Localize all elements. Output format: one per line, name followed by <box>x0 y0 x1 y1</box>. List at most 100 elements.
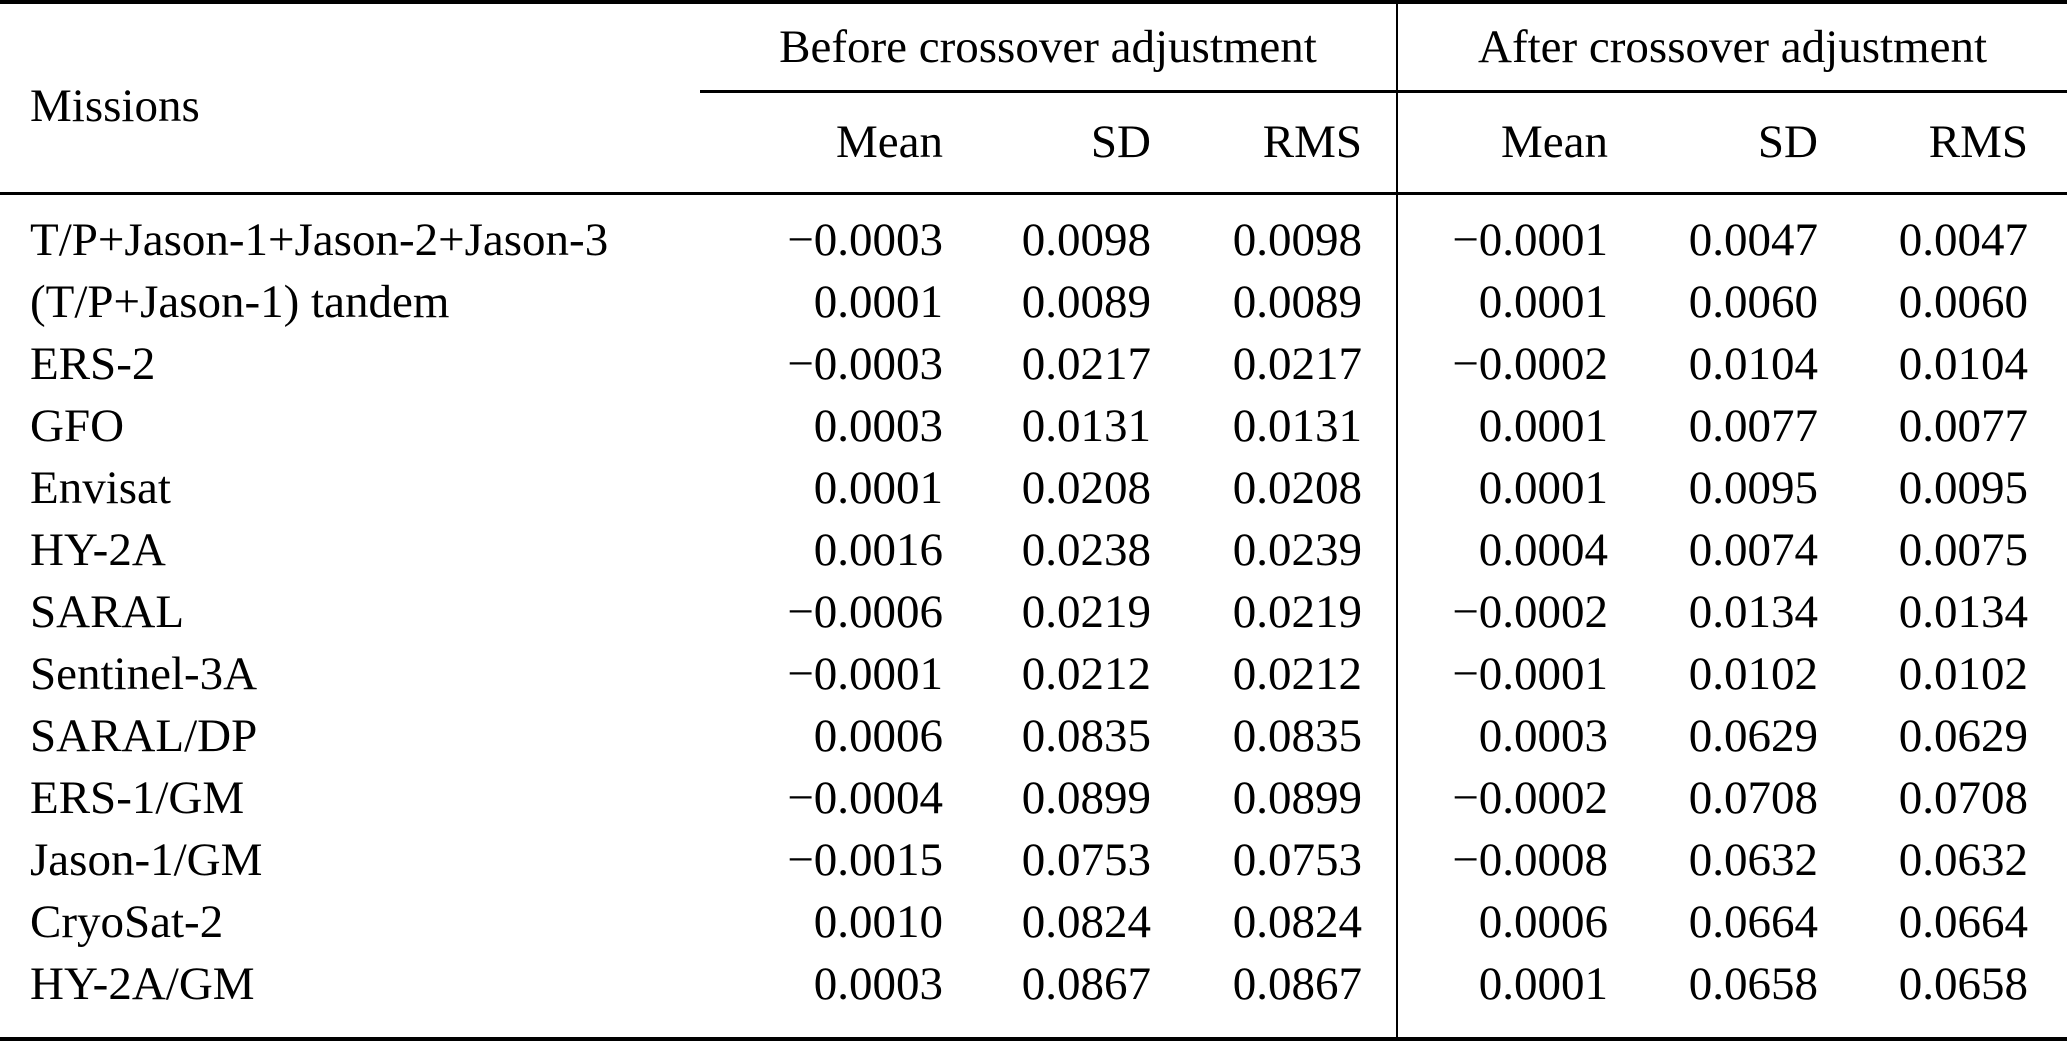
mission-name: ERS-1/GM <box>30 772 245 824</box>
before-sd-value: 0.0753 <box>1021 834 1151 886</box>
after-mean-value: 0.0003 <box>1396 705 1608 767</box>
before-mean-value: 0.0006 <box>813 710 943 762</box>
after-rms-value: 0.0060 <box>1898 276 2029 328</box>
before-mean-value: −0.0004 <box>787 772 943 824</box>
after-mean-value: 0.0004 <box>1396 519 1608 581</box>
before-sd-value: 0.0212 <box>1021 648 1151 700</box>
after-sd-value: 0.0104 <box>1688 338 1818 390</box>
after-rms-value: 0.0134 <box>1898 586 2029 638</box>
before-sd-value: 0.0208 <box>1021 462 1151 514</box>
before-mean-value: −0.0015 <box>787 834 943 886</box>
after-rms-value: 0.0047 <box>1898 214 2029 266</box>
before-mean-value: −0.0003 <box>787 338 943 390</box>
mission-name: SARAL/DP <box>30 710 258 762</box>
before-mean-value: −0.0006 <box>787 586 943 638</box>
table-body: T/P+Jason-1+Jason-2+Jason-3 −0.0003 0.00… <box>0 193 2067 1039</box>
after-rms-value: 0.0104 <box>1898 338 2029 390</box>
after-rms-value: 0.0708 <box>1898 772 2029 824</box>
after-mean-value: 0.0001 <box>1396 395 1608 457</box>
mission-name: GFO <box>30 400 125 452</box>
before-rms-value: 0.0089 <box>1232 276 1362 328</box>
table-row: ERS-1/GM −0.0004 0.0899 0.0899 −0.0002 0… <box>0 767 2067 829</box>
before-sd-value: 0.0867 <box>1021 958 1151 1010</box>
after-sd-value: 0.0632 <box>1688 834 1818 886</box>
before-sd-value: 0.0098 <box>1021 214 1151 266</box>
before-sd-value: 0.0217 <box>1021 338 1151 390</box>
column-header-missions: Missions <box>0 2 700 195</box>
table-row: ERS-2 −0.0003 0.0217 0.0217 −0.0002 0.01… <box>0 333 2067 395</box>
mission-name: Jason-1/GM <box>30 834 263 886</box>
table-row: SARAL −0.0006 0.0219 0.0219 −0.0002 0.01… <box>0 581 2067 643</box>
after-mean-value: 0.0001 <box>1396 457 1608 519</box>
table-header: Missions Before crossover adjustment Aft… <box>0 2 2067 195</box>
after-sd-value: 0.0102 <box>1688 648 1818 700</box>
column-group-before-adjustment: Before crossover adjustment <box>700 2 1397 93</box>
after-rms-value: 0.0075 <box>1898 524 2029 576</box>
table-row: (T/P+Jason-1) tandem 0.0001 0.0089 0.008… <box>0 271 2067 333</box>
before-rms-value: 0.0217 <box>1232 338 1362 390</box>
before-mean-value: 0.0016 <box>813 524 943 576</box>
after-rms-value: 0.0102 <box>1898 648 2029 700</box>
mission-name: HY-2A/GM <box>30 958 255 1010</box>
after-sd-value: 0.0060 <box>1688 276 1818 328</box>
table-row: CryoSat-2 0.0010 0.0824 0.0824 0.0006 0.… <box>0 891 2067 953</box>
before-mean-value: −0.0001 <box>787 648 943 700</box>
after-sd-value: 0.0708 <box>1688 772 1818 824</box>
mission-name: ERS-2 <box>30 338 156 390</box>
header-sub-row: Mean SD RMS Mean SD RMS <box>0 91 2067 195</box>
after-sd-value: 0.0658 <box>1688 958 1818 1010</box>
after-mean-value: −0.0002 <box>1396 333 1608 395</box>
before-sd-value: 0.0131 <box>1021 400 1151 452</box>
before-mean-value: 0.0001 <box>813 462 943 514</box>
column-header-before-sd: SD <box>943 91 1151 195</box>
before-sd-value: 0.0824 <box>1021 896 1151 948</box>
column-header-after-mean: Mean <box>1396 91 1608 195</box>
table-row: Jason-1/GM −0.0015 0.0753 0.0753 −0.0008… <box>0 829 2067 891</box>
table-row: GFO 0.0003 0.0131 0.0131 0.0001 0.0077 0… <box>0 395 2067 457</box>
after-mean-value: −0.0008 <box>1396 829 1608 891</box>
mission-name: (T/P+Jason-1) tandem <box>30 276 450 328</box>
table-row: T/P+Jason-1+Jason-2+Jason-3 −0.0003 0.00… <box>0 193 2067 271</box>
before-mean-value: −0.0003 <box>787 214 943 266</box>
column-group-after-adjustment: After crossover adjustment <box>1395 2 2067 93</box>
before-sd-value: 0.0899 <box>1021 772 1151 824</box>
before-sd-value: 0.0219 <box>1021 586 1151 638</box>
before-rms-value: 0.0208 <box>1232 462 1362 514</box>
column-header-after-rms: RMS <box>1818 91 2067 195</box>
table-row: Envisat 0.0001 0.0208 0.0208 0.0001 0.00… <box>0 457 2067 519</box>
mission-name: SARAL <box>30 586 185 638</box>
after-mean-value: −0.0001 <box>1396 193 1608 271</box>
column-header-after-sd: SD <box>1608 91 1818 195</box>
before-rms-value: 0.0753 <box>1232 834 1362 886</box>
before-rms-value: 0.0098 <box>1232 214 1362 266</box>
before-mean-value: 0.0003 <box>813 958 943 1010</box>
before-sd-value: 0.0089 <box>1021 276 1151 328</box>
after-sd-value: 0.0074 <box>1688 524 1818 576</box>
mission-name: Sentinel-3A <box>30 648 258 700</box>
before-sd-value: 0.0238 <box>1021 524 1151 576</box>
after-sd-value: 0.0629 <box>1688 710 1818 762</box>
before-rms-value: 0.0131 <box>1232 400 1362 452</box>
table-row: HY-2A/GM 0.0003 0.0867 0.0867 0.0001 0.0… <box>0 953 2067 1039</box>
after-rms-value: 0.0629 <box>1898 710 2029 762</box>
before-mean-value: 0.0001 <box>813 276 943 328</box>
before-mean-value: 0.0010 <box>813 896 943 948</box>
header-group-row: Missions Before crossover adjustment Aft… <box>0 2 2067 195</box>
after-rms-value: 0.0658 <box>1898 958 2029 1010</box>
after-sd-value: 0.0077 <box>1688 400 1818 452</box>
after-sd-value: 0.0134 <box>1688 586 1818 638</box>
after-sd-value: 0.0664 <box>1688 896 1818 948</box>
after-mean-value: 0.0006 <box>1396 891 1608 953</box>
mission-name: T/P+Jason-1+Jason-2+Jason-3 <box>30 214 609 266</box>
after-rms-value: 0.0632 <box>1898 834 2029 886</box>
column-header-before-mean: Mean <box>700 91 943 195</box>
table-row: HY-2A 0.0016 0.0238 0.0239 0.0004 0.0074… <box>0 519 2067 581</box>
after-mean-value: −0.0001 <box>1396 643 1608 705</box>
after-rms-value: 0.0664 <box>1898 896 2029 948</box>
table-row: SARAL/DP 0.0006 0.0835 0.0835 0.0003 0.0… <box>0 705 2067 767</box>
after-mean-value: 0.0001 <box>1396 953 1608 1039</box>
mission-name: Envisat <box>30 462 171 514</box>
before-rms-value: 0.0867 <box>1232 958 1362 1010</box>
